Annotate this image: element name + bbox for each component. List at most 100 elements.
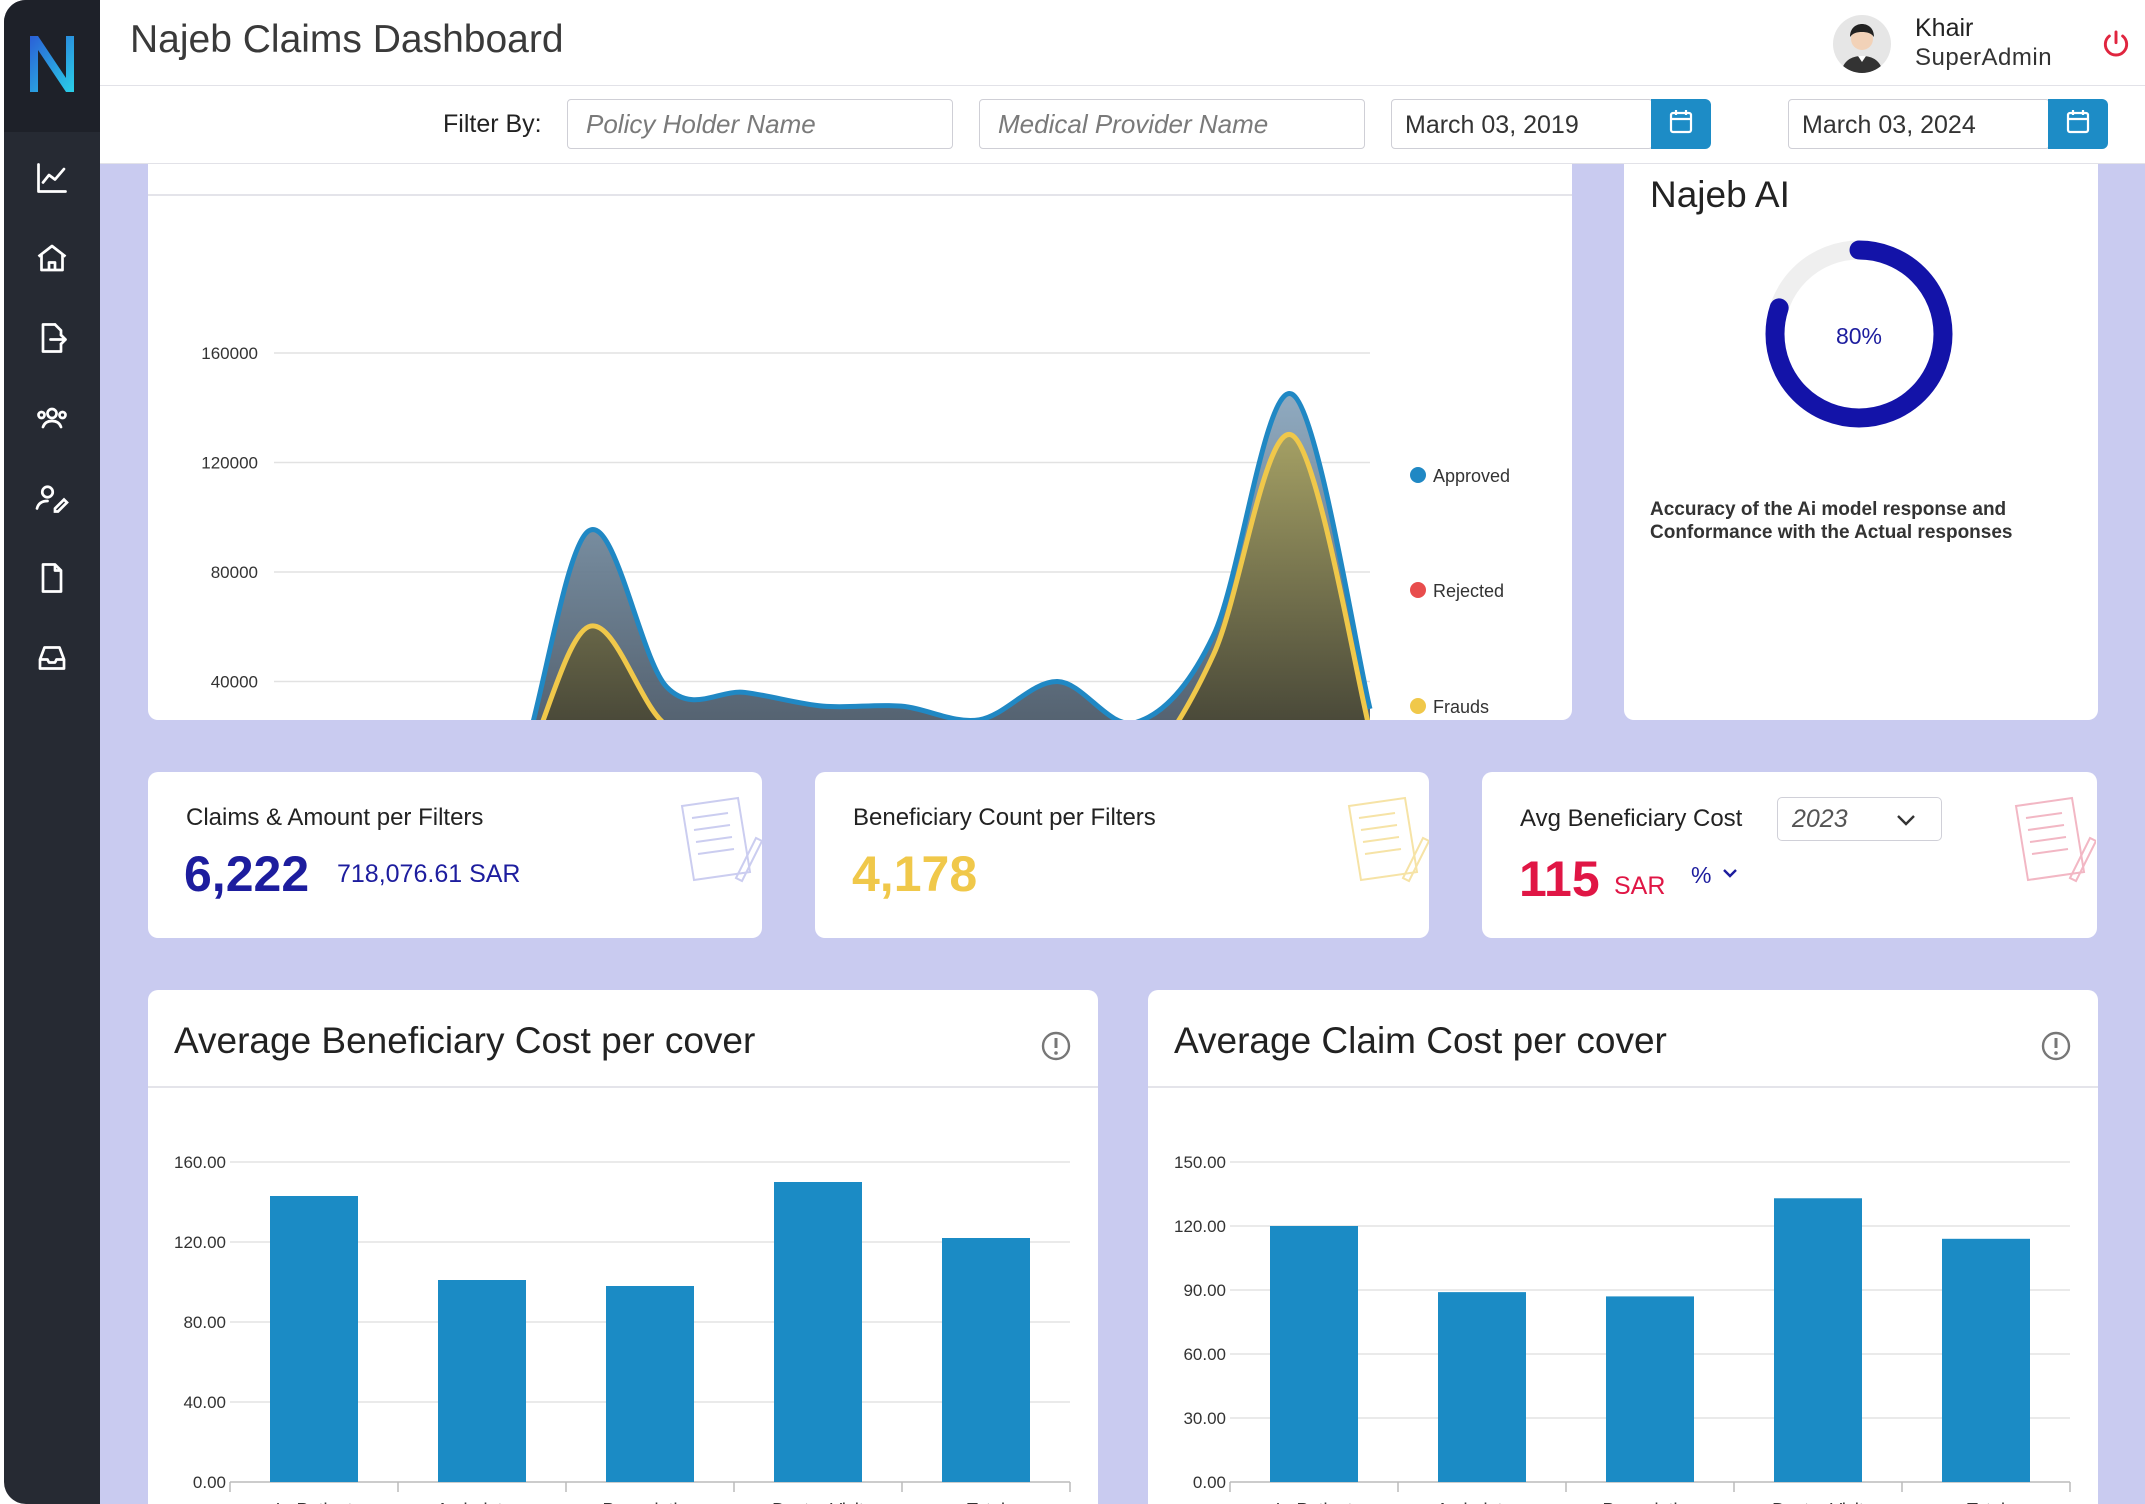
beneficiary-stat-title: Beneficiary Count per Filters	[853, 804, 1156, 831]
document-decor-icon	[1347, 796, 1429, 883]
x-tick-label: Prescription	[602, 1500, 697, 1504]
power-icon[interactable]	[2100, 28, 2132, 60]
bar	[774, 1182, 862, 1482]
x-tick-label: Ambulatory	[1436, 1500, 1527, 1504]
avatar-icon	[1841, 24, 1883, 73]
logo[interactable]	[4, 0, 100, 132]
sidebar	[4, 0, 100, 1504]
info-icon[interactable]	[1040, 1030, 1072, 1062]
y-tick-label: 150.00	[1174, 1153, 1226, 1172]
avg-cost-currency: SAR	[1614, 872, 1666, 900]
user-edit-icon[interactable]	[34, 480, 70, 516]
inbox-icon[interactable]	[34, 640, 70, 676]
legend-label: Frauds	[1433, 697, 1489, 717]
bar	[1606, 1296, 1694, 1482]
bar	[606, 1286, 694, 1482]
ai-percent-label: 80%	[1836, 323, 1882, 349]
bar	[1942, 1238, 2030, 1482]
ai-title: Najeb AI	[1650, 174, 1790, 215]
beneficiary-cost-cover-title: Average Beneficiary Cost per cover	[174, 1020, 756, 1061]
x-tick-label: Total	[967, 1500, 1005, 1504]
y-tick-label: 80000	[211, 563, 258, 582]
date-to-calendar-button[interactable]	[2048, 99, 2108, 149]
claim-cost-bar-chart: 0.00 30.00 60.00 90.00 120.00 150.00 In-Patien…	[1174, 1153, 2071, 1504]
x-tick-label: Doctor Visit	[772, 1500, 864, 1504]
policy-holder-input[interactable]	[567, 99, 953, 149]
bar	[438, 1280, 526, 1482]
y-tick-label: 30.00	[1183, 1409, 1226, 1428]
legend-marker	[1410, 582, 1426, 598]
filter-bar: Filter By: March 03, 2019 March 03, 2024	[100, 86, 2145, 164]
y-tick-label: 40000	[211, 673, 258, 692]
x-tick-label: Total	[1967, 1500, 2005, 1504]
legend-marker	[1410, 698, 1426, 714]
date-from-field[interactable]: March 03, 2019	[1391, 99, 1653, 149]
y-tick-label: 160.00	[174, 1153, 226, 1172]
x-tick-label: In-Patient	[1275, 1500, 1352, 1504]
card-divider	[1148, 1086, 2098, 1088]
year-select-value: 2023	[1792, 805, 1848, 833]
document-decor-icon	[680, 796, 762, 883]
home-icon[interactable]	[34, 240, 70, 276]
bar	[1774, 1198, 1862, 1482]
info-icon[interactable]	[2040, 1030, 2072, 1062]
chevron-down-icon	[1897, 815, 1915, 826]
calendar-icon	[1669, 110, 1693, 134]
claim-cost-cover-card: Average Claim Cost per cover 0.00 30.00 60…	[1148, 990, 2098, 1504]
legend-label: Approved	[1433, 466, 1510, 486]
y-tick-label: 60.00	[1183, 1345, 1226, 1364]
line-approved	[531, 391, 1373, 720]
medical-provider-input[interactable]	[979, 99, 1365, 149]
avatar[interactable]	[1833, 15, 1891, 73]
claims-amount: 718,076.61 SAR	[337, 860, 521, 888]
y-tick-label: 0.00	[193, 1473, 226, 1492]
logo-icon	[30, 36, 74, 92]
header: Najeb Claims Dashboard Khair SuperAdmin	[100, 0, 2145, 86]
users-icon[interactable]	[34, 400, 70, 436]
ai-donut-ring	[1765, 240, 1953, 428]
chart-line-icon[interactable]	[34, 160, 70, 196]
y-tick-label: 120.00	[1174, 1217, 1226, 1236]
beneficiary-stat-card: Beneficiary Count per Filters 4,178	[815, 772, 1429, 938]
file-export-icon[interactable]	[34, 320, 70, 356]
year-select[interactable]: 2023	[1777, 797, 1942, 841]
legend-label: Rejected	[1433, 581, 1504, 601]
legend-marker	[1410, 467, 1426, 483]
y-tick-label: 160000	[201, 344, 258, 363]
bar	[270, 1196, 358, 1482]
page-title: Najeb Claims Dashboard	[130, 18, 564, 61]
date-from-calendar-button[interactable]	[1651, 99, 1711, 149]
avg-cost-stat-title: Avg Beneficiary Cost	[1520, 805, 1743, 832]
claims-stat-card: Claims & Amount per Filters 6,222 718,07…	[148, 772, 762, 938]
beneficiary-cost-bar-chart: 0.00 40.00 80.00 120.00 160.00 In-Patient Ambu…	[174, 1153, 1071, 1504]
ai-donut: 80%	[1765, 240, 1953, 428]
main-content: 04000080000120000160000Mar '20Apr '20May…	[100, 164, 2145, 1504]
bar	[1438, 1292, 1526, 1482]
x-tick-label: In-Patient	[275, 1500, 352, 1504]
card-divider	[148, 1086, 1098, 1088]
claims-stat-title: Claims & Amount per Filters	[186, 804, 484, 831]
unit-toggle[interactable]: %	[1691, 862, 1751, 892]
beneficiary-cost-cover-card: Average Beneficiary Cost per cover 0.00 4…	[148, 990, 1098, 1504]
user-role: SuperAdmin	[1915, 44, 2053, 71]
y-tick-label: 0.00	[1193, 1473, 1226, 1492]
area-frauds	[543, 434, 1368, 720]
unit-toggle-label: %	[1691, 862, 1712, 888]
najeb-ai-card: Najeb AI 80% Accuracy of the Ai model re…	[1624, 164, 2098, 720]
y-tick-label: 40.00	[183, 1393, 226, 1412]
bar	[1270, 1226, 1358, 1482]
x-tick-label: Doctor Visit	[1772, 1500, 1864, 1504]
line-frauds	[540, 432, 1370, 720]
ai-caption: Accuracy of the Ai model response and Co…	[1650, 499, 2013, 543]
chevron-down-icon	[1723, 869, 1737, 878]
x-tick-label: Ambulatory	[436, 1500, 527, 1504]
avg-cost-value: 115	[1519, 851, 1600, 907]
document-icon[interactable]	[34, 560, 70, 596]
claims-count: 6,222	[184, 846, 310, 902]
date-to-field[interactable]: March 03, 2024	[1788, 99, 2050, 149]
y-tick-label: 120.00	[174, 1233, 226, 1252]
filter-label: Filter By:	[443, 110, 542, 138]
beneficiary-count: 4,178	[852, 846, 978, 902]
bar	[942, 1238, 1030, 1482]
